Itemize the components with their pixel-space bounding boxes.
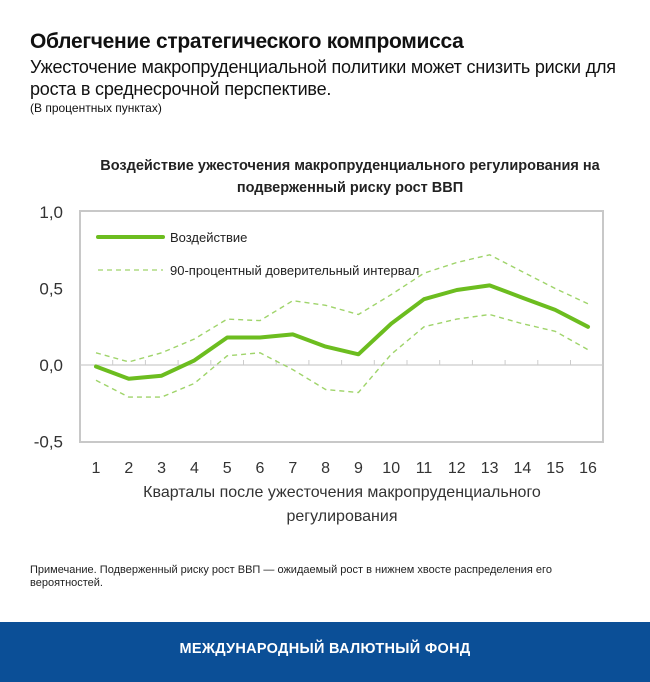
impact-line [94,283,590,381]
line-chart: 1,0 0,5 0,0 -0,5 Воздействие 90-процентный … [34,203,604,525]
lower-interval-line [95,313,589,398]
y-tick-label: 0,5 [39,280,63,299]
x-axis-labels: 1 2 3 4 5 6 7 8 9 10 11 12 13 14 15 16 [92,460,597,477]
plot-area [79,210,604,443]
x-tick-label: 10 [382,460,400,477]
legend-impact-label: Воздействие [170,230,247,245]
footer-banner: МЕЖДУНАРОДНЫЙ ВАЛЮТНЫЙ ФОНД [0,622,650,682]
x-tick-label: 9 [354,460,363,477]
x-tick-label: 16 [579,460,597,477]
y-tick-label: -0,5 [34,433,63,452]
x-tick-label: 14 [514,460,532,477]
chart-title: Воздействие ужесточения макропруденциаль… [100,158,600,196]
upper-interval-line [95,254,589,363]
x-tick-label: 15 [546,460,564,477]
series-lines [94,254,590,398]
x-tick-label: 3 [157,460,166,477]
x-tick-label: 2 [124,460,133,477]
x-tick-label: 4 [190,460,199,477]
x-tick-label: 5 [223,460,232,477]
x-tick-label: 6 [256,460,265,477]
x-tick-label: 1 [92,460,101,477]
y-axis-labels: 1,0 0,5 0,0 -0,5 [34,203,63,452]
page-title: Облегчение стратегического компромисса [30,30,464,53]
units-label: (В процентных пунктах) [30,101,162,115]
legend-interval-label: 90-процентный доверительный интервал [170,263,419,278]
x-tick-label: 13 [481,460,499,477]
legend: Воздействие 90-процентный доверительный … [96,230,419,278]
organization-name: МЕЖДУНАРОДНЫЙ ВАЛЮТНЫЙ ФОНД [179,641,471,657]
x-tick-label: 7 [288,460,297,477]
zero-line [80,360,603,366]
chart-note: Примечание. Подверженный риску рост ВВП … [30,564,552,589]
x-tick-label: 12 [448,460,466,477]
x-axis-title-line2: регулирования [286,508,397,525]
y-tick-label: 0,0 [39,356,63,375]
page-subtitle: Ужесточение макропруденциальной политики… [30,57,616,99]
y-tick-label: 1,0 [39,203,63,222]
x-tick-label: 8 [321,460,330,477]
x-tick-label: 11 [416,460,433,477]
x-axis-title-line1: Кварталы после ужесточения макропруденци… [143,484,541,501]
